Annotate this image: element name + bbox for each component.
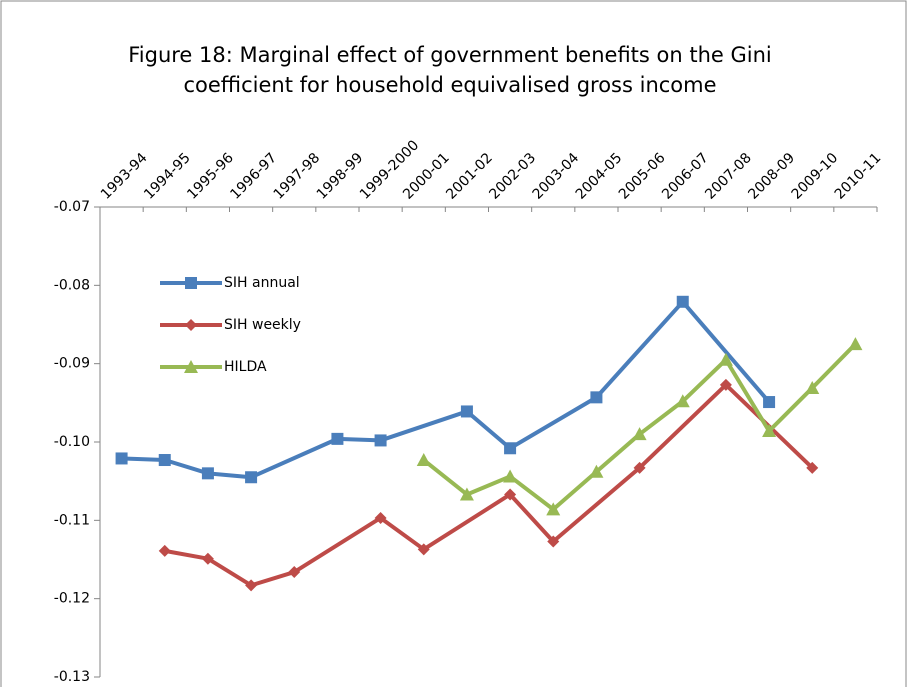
line-segment bbox=[767, 385, 815, 434]
marker bbox=[416, 453, 431, 467]
line-segment bbox=[378, 515, 426, 552]
marker bbox=[185, 277, 197, 289]
marker bbox=[288, 566, 301, 579]
line-segment bbox=[637, 399, 685, 437]
y-tick-label: -0.10 bbox=[54, 434, 90, 450]
y-tick-label: -0.07 bbox=[54, 199, 90, 215]
marker bbox=[158, 454, 171, 467]
chart-title: Figure 18: Marginal effect of government… bbox=[128, 43, 772, 97]
marker bbox=[245, 471, 258, 484]
marker bbox=[805, 380, 820, 394]
marker bbox=[374, 434, 387, 447]
marker bbox=[158, 544, 171, 557]
line-segment bbox=[205, 471, 254, 480]
line-segment bbox=[378, 409, 469, 443]
legend-label: SIH annual bbox=[224, 275, 300, 291]
x-tick-label: 1993-94 bbox=[98, 150, 151, 203]
marker bbox=[115, 452, 128, 465]
line-segment bbox=[508, 474, 556, 512]
x-tick-label: 2003-04 bbox=[530, 150, 583, 203]
x-tick-label: 2004-05 bbox=[573, 150, 626, 203]
line-segment bbox=[637, 382, 728, 470]
marker bbox=[417, 543, 430, 556]
marker bbox=[547, 535, 560, 548]
x-tick-label: 1996-97 bbox=[227, 150, 280, 203]
marker bbox=[374, 511, 387, 524]
marker bbox=[185, 319, 197, 331]
x-tick-label: 1994-95 bbox=[141, 150, 194, 203]
marker bbox=[245, 579, 258, 592]
line-segment bbox=[464, 474, 513, 497]
line-segment bbox=[119, 456, 167, 463]
marker bbox=[719, 378, 732, 391]
legend-label: SIH weekly bbox=[224, 317, 301, 333]
series: HILDA bbox=[160, 337, 863, 516]
marker bbox=[459, 487, 474, 501]
x-tick-label: 1998-99 bbox=[314, 150, 367, 203]
marker bbox=[675, 394, 690, 408]
marker bbox=[503, 469, 518, 483]
marker bbox=[201, 552, 214, 565]
x-tick-label: 2006-07 bbox=[659, 150, 712, 203]
marker bbox=[806, 461, 819, 474]
line-segment bbox=[292, 515, 383, 575]
marker bbox=[460, 405, 473, 418]
marker bbox=[589, 464, 604, 478]
marker bbox=[848, 337, 863, 351]
line-segment bbox=[551, 465, 642, 544]
series: SIH annual bbox=[115, 275, 776, 484]
line-segment bbox=[551, 469, 599, 512]
line-segment bbox=[680, 299, 772, 405]
line-segment bbox=[421, 458, 469, 497]
x-tick-label: 1995-96 bbox=[184, 150, 237, 203]
line-segment bbox=[249, 436, 340, 480]
x-tick-label: 2008-09 bbox=[745, 150, 798, 203]
marker bbox=[632, 427, 647, 441]
line-segment bbox=[464, 409, 513, 451]
y-tick-label: -0.12 bbox=[54, 591, 90, 607]
marker bbox=[633, 461, 646, 474]
x-tick-label: 2007-08 bbox=[702, 150, 755, 203]
y-tick-label: -0.08 bbox=[54, 277, 90, 293]
line-segment bbox=[162, 458, 210, 476]
legend-label: HILDA bbox=[224, 359, 267, 375]
line-segment bbox=[205, 556, 254, 588]
marker bbox=[201, 467, 214, 480]
marker bbox=[504, 442, 517, 455]
marker bbox=[331, 432, 344, 445]
y-tick-label: -0.09 bbox=[54, 356, 90, 372]
line-segment bbox=[594, 299, 685, 400]
line-segment bbox=[162, 548, 210, 561]
line-segment bbox=[810, 342, 858, 390]
marker bbox=[504, 488, 517, 501]
line-segment bbox=[335, 436, 383, 443]
marker bbox=[184, 360, 198, 373]
marker bbox=[763, 396, 776, 409]
line-segment bbox=[723, 357, 772, 434]
line-segment bbox=[594, 432, 642, 474]
line-segment bbox=[421, 492, 513, 552]
marker bbox=[546, 502, 561, 516]
x-tick-label: 1997-98 bbox=[271, 150, 324, 203]
y-tick-label: -0.11 bbox=[54, 512, 90, 528]
x-tick-label: 2005-06 bbox=[616, 150, 669, 203]
x-tick-label: 2002-03 bbox=[486, 150, 539, 203]
line-segment bbox=[508, 395, 599, 451]
marker bbox=[762, 424, 777, 438]
x-tick-label: 2009-10 bbox=[789, 150, 842, 203]
marker bbox=[718, 352, 733, 366]
x-tick-label: 2001-02 bbox=[443, 150, 496, 203]
x-tick-label: 2010-11 bbox=[832, 150, 885, 203]
marker bbox=[590, 391, 603, 404]
line-segment bbox=[249, 570, 297, 588]
marker bbox=[676, 295, 689, 308]
line-segment bbox=[508, 492, 556, 544]
y-tick-label: -0.13 bbox=[54, 669, 90, 685]
line-segment bbox=[680, 357, 728, 404]
